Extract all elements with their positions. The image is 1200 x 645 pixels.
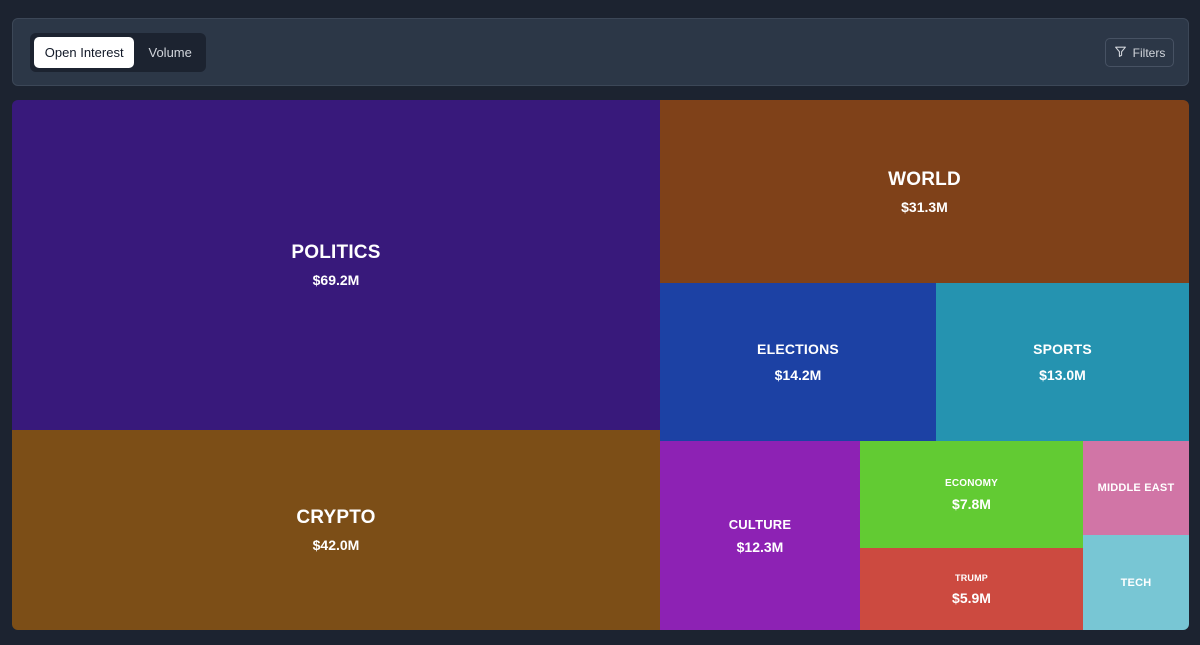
- filter-icon: [1114, 45, 1127, 61]
- filters-button[interactable]: Filters: [1105, 38, 1174, 67]
- tile-middle-east[interactable]: MIDDLE EAST: [1083, 441, 1189, 535]
- tile-value: $12.3M: [736, 538, 784, 555]
- tile-value: $14.2M: [774, 367, 822, 383]
- tab-open-interest[interactable]: Open Interest: [34, 37, 135, 68]
- tile-politics[interactable]: POLITICS $69.2M: [12, 100, 660, 430]
- tile-value: $31.3M: [901, 198, 948, 215]
- tile-value: $13.0M: [1039, 367, 1086, 383]
- tab-volume[interactable]: Volume: [148, 45, 192, 60]
- tile-label: SPORTS: [1033, 341, 1092, 357]
- tile-value: $5.9M: [952, 589, 991, 606]
- tile-value: $69.2M: [312, 272, 360, 288]
- filters-label: Filters: [1132, 45, 1166, 60]
- tile-value: $42.0M: [312, 537, 360, 553]
- tile-label: TECH: [1120, 576, 1152, 589]
- tile-sports[interactable]: SPORTS $13.0M: [936, 283, 1189, 441]
- metric-toggle: Open Interest Volume: [30, 33, 206, 72]
- tile-economy[interactable]: ECONOMY $7.8M: [860, 441, 1083, 548]
- tile-label: TRUMP: [955, 572, 988, 583]
- tile-label: POLITICS: [291, 242, 381, 263]
- tile-label: WORLD: [888, 168, 961, 190]
- tile-label: CRYPTO: [296, 507, 376, 528]
- tile-label: ECONOMY: [944, 477, 999, 489]
- tile-culture[interactable]: CULTURE $12.3M: [660, 441, 860, 630]
- tile-label: MIDDLE EAST: [1097, 482, 1175, 494]
- toolbar: Open Interest Volume Filters: [12, 18, 1189, 86]
- tile-tech[interactable]: TECH: [1083, 535, 1189, 630]
- tile-label: CULTURE: [728, 516, 792, 532]
- tile-value: $7.8M: [952, 495, 991, 512]
- tile-crypto[interactable]: CRYPTO $42.0M: [12, 430, 660, 630]
- tile-world[interactable]: WORLD $31.3M: [660, 100, 1189, 283]
- treemap: POLITICS $69.2M CRYPTO $42.0M WORLD $31.…: [12, 100, 1189, 630]
- tile-trump[interactable]: TRUMP $5.9M: [860, 548, 1083, 630]
- tile-elections[interactable]: ELECTIONS $14.2M: [660, 283, 936, 441]
- tile-label: ELECTIONS: [757, 341, 839, 357]
